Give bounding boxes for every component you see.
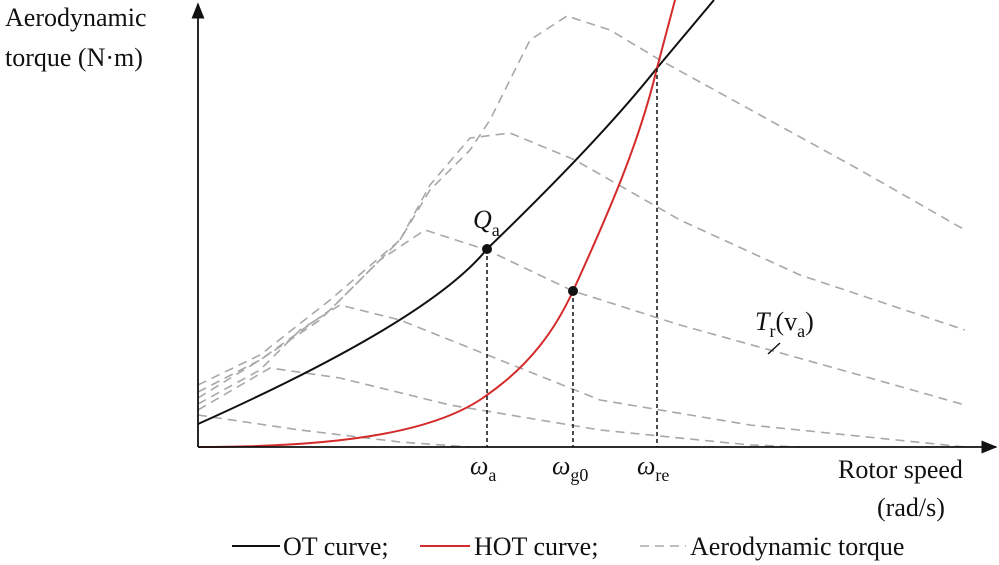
x-label: (rad/s): [877, 493, 945, 522]
y-label: Aerodynamic: [5, 3, 147, 32]
curve-label: Tr(va): [755, 307, 814, 341]
qa-label: Qa: [473, 205, 500, 240]
legend-label: OT curve;: [283, 532, 389, 561]
sub: a: [492, 220, 500, 240]
arg: (v: [775, 307, 797, 336]
aero-curve: [197, 367, 801, 448]
y-label: torque (N·m): [5, 43, 143, 72]
arg: ): [805, 307, 814, 336]
aero-curves: [197, 15, 966, 448]
speed-label: ωre: [637, 451, 669, 485]
x-label: Rotor speed: [838, 455, 963, 484]
speed-label: ωg0: [552, 451, 588, 485]
point-g0: [568, 286, 578, 296]
legend-label: HOT curve;: [474, 532, 598, 561]
aero-curve: [197, 229, 966, 406]
aero-curve: [197, 132, 966, 393]
sub: r: [769, 321, 775, 341]
sub: a: [797, 321, 805, 341]
speed-label: ωa: [470, 451, 496, 485]
base: ω: [637, 451, 655, 480]
base: ω: [552, 451, 570, 480]
sub: g0: [570, 465, 588, 485]
ot-curve: [197, 0, 715, 425]
point-qa: [482, 244, 492, 254]
hot-curve: [197, 0, 676, 448]
aero-curve: [197, 15, 966, 386]
base: T: [755, 307, 771, 336]
aero-curve: [197, 414, 471, 448]
legend-label: Aerodynamic torque: [690, 532, 904, 561]
sub: a: [488, 465, 496, 485]
leader: [767, 342, 781, 355]
sub: re: [655, 465, 669, 485]
base: ω: [470, 451, 488, 480]
aero-curve: [197, 304, 966, 448]
base: Q: [473, 205, 492, 234]
